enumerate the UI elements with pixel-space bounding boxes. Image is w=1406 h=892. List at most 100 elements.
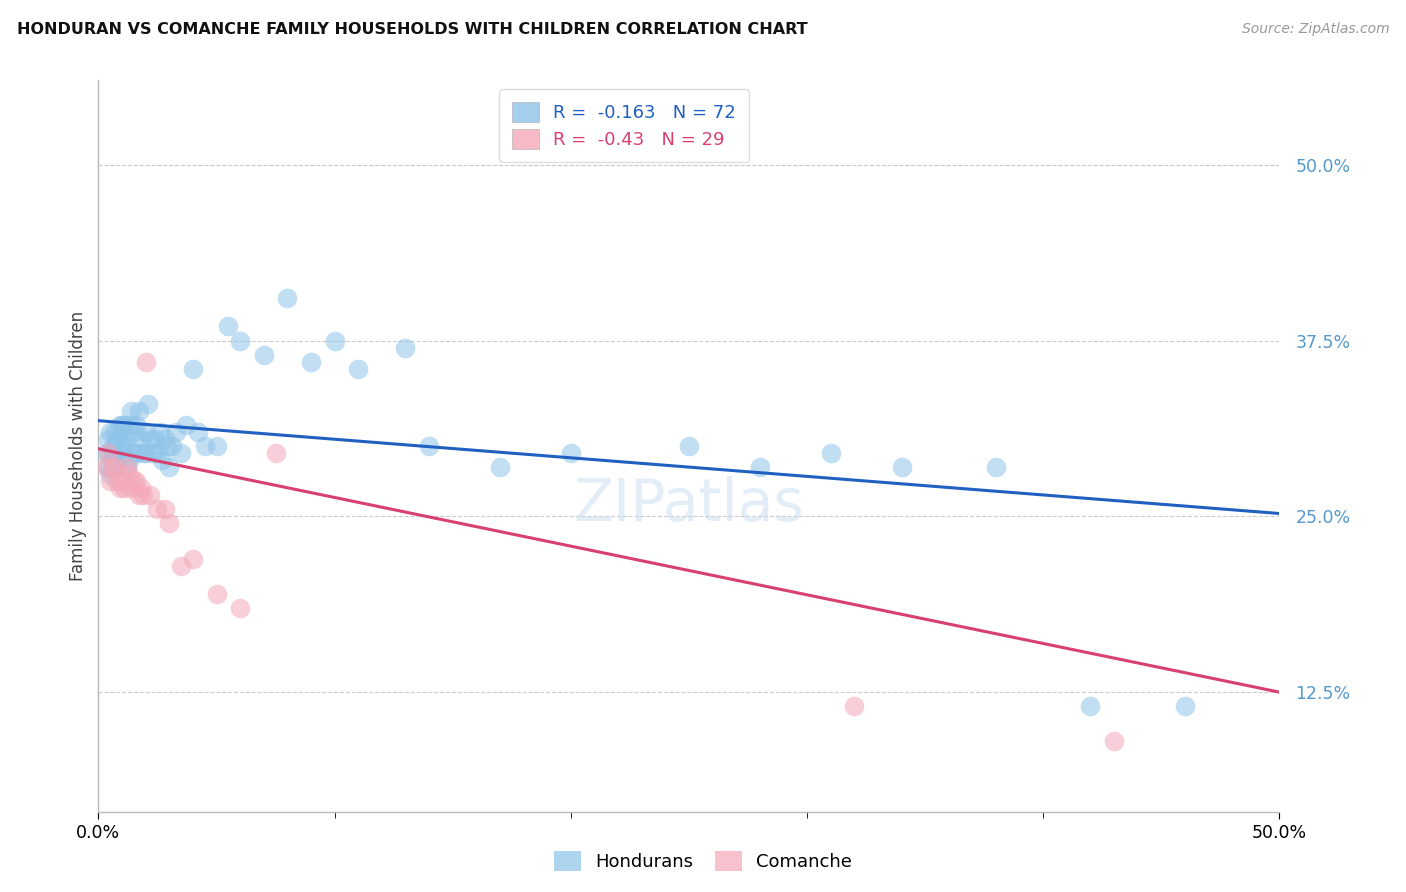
Point: [132, 488, 155, 502]
Legend: Hondurans, Comanche: Hondurans, Comanche: [547, 844, 859, 879]
Point: [143, 432, 166, 446]
Point: [890, 460, 912, 475]
Point: [121, 404, 143, 418]
Point: [139, 488, 162, 502]
Point: [111, 474, 134, 488]
Legend: R =  -0.163   N = 72, R =  -0.43   N = 29: R = -0.163 N = 72, R = -0.43 N = 29: [499, 89, 749, 161]
Point: [129, 432, 152, 446]
Point: [146, 502, 169, 516]
Point: [153, 502, 176, 516]
Point: [115, 460, 138, 475]
Point: [108, 417, 131, 432]
Point: [150, 453, 173, 467]
Point: [156, 439, 179, 453]
Point: [94, 446, 117, 460]
Point: [157, 460, 180, 475]
Point: [146, 446, 169, 460]
Point: [217, 319, 239, 334]
Point: [98, 446, 121, 460]
Point: [112, 446, 135, 460]
Point: [489, 460, 512, 475]
Point: [205, 439, 228, 453]
Point: [194, 439, 217, 453]
Point: [135, 354, 157, 368]
Point: [115, 432, 138, 446]
Point: [844, 699, 866, 714]
Point: [111, 417, 134, 432]
Point: [135, 425, 157, 439]
Text: ZIPatlas: ZIPatlas: [574, 476, 804, 533]
Point: [104, 439, 127, 453]
Point: [205, 587, 228, 601]
Point: [1174, 699, 1197, 714]
Point: [299, 354, 322, 368]
Point: [560, 446, 582, 460]
Point: [253, 348, 276, 362]
Point: [160, 439, 183, 453]
Point: [115, 460, 138, 475]
Point: [165, 425, 187, 439]
Point: [153, 432, 176, 446]
Point: [98, 425, 121, 439]
Point: [122, 474, 145, 488]
Point: [118, 453, 141, 467]
Point: [104, 446, 127, 460]
Point: [170, 558, 193, 573]
Point: [157, 516, 180, 531]
Point: [97, 432, 120, 446]
Point: [112, 481, 135, 495]
Point: [1080, 699, 1102, 714]
Point: [111, 432, 134, 446]
Point: [187, 425, 209, 439]
Point: [105, 474, 128, 488]
Point: [174, 417, 197, 432]
Point: [111, 446, 134, 460]
Point: [122, 446, 145, 460]
Point: [105, 432, 128, 446]
Point: [94, 460, 117, 475]
Point: [101, 439, 124, 453]
Point: [170, 446, 193, 460]
Point: [264, 446, 287, 460]
Point: [112, 439, 135, 453]
Point: [128, 404, 150, 418]
Point: [748, 460, 770, 475]
Point: [132, 446, 155, 460]
Y-axis label: Family Households with Children: Family Households with Children: [69, 311, 87, 581]
Point: [229, 600, 252, 615]
Point: [229, 334, 252, 348]
Point: [1102, 734, 1125, 748]
Point: [125, 446, 148, 460]
Point: [125, 474, 148, 488]
Point: [101, 460, 124, 475]
Point: [347, 361, 370, 376]
Point: [394, 341, 416, 355]
Point: [181, 361, 204, 376]
Point: [149, 425, 172, 439]
Point: [135, 446, 157, 460]
Point: [128, 488, 150, 502]
Point: [121, 481, 143, 495]
Point: [129, 481, 152, 495]
Point: [98, 467, 121, 482]
Point: [125, 417, 148, 432]
Point: [276, 291, 298, 305]
Point: [820, 446, 842, 460]
Point: [97, 460, 120, 475]
Point: [118, 467, 141, 482]
Point: [112, 417, 135, 432]
Point: [108, 446, 131, 460]
Point: [181, 551, 204, 566]
Point: [118, 417, 141, 432]
Text: Source: ZipAtlas.com: Source: ZipAtlas.com: [1241, 22, 1389, 37]
Point: [101, 446, 124, 460]
Point: [105, 453, 128, 467]
Point: [101, 460, 124, 475]
Point: [122, 425, 145, 439]
Point: [139, 432, 162, 446]
Point: [104, 425, 127, 439]
Point: [984, 460, 1007, 475]
Point: [136, 397, 159, 411]
Point: [418, 439, 440, 453]
Point: [97, 446, 120, 460]
